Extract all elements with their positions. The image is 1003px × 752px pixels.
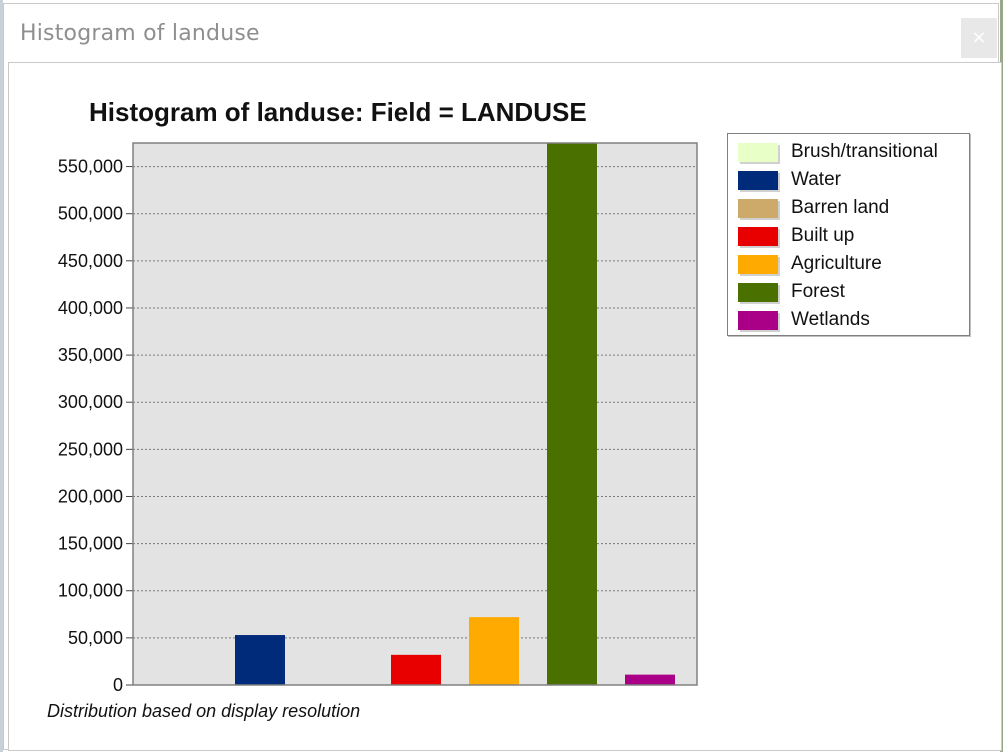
legend-item: Water	[738, 167, 966, 193]
legend-label: Agriculture	[791, 253, 882, 274]
legend-swatch	[738, 143, 778, 162]
legend-label: Barren land	[791, 197, 890, 218]
legend-swatch	[738, 255, 778, 274]
y-tick-label: 50,000	[68, 628, 123, 648]
window-title: Histogram of landuse	[20, 21, 260, 46]
footnote: Distribution based on display resolution	[47, 701, 361, 721]
y-tick-label: 400,000	[58, 298, 123, 318]
plot-background	[133, 143, 697, 685]
legend-item: Agriculture	[738, 251, 966, 277]
legend-item: Built up	[738, 223, 966, 249]
histogram-chart: 0 50,000 100,000 150,000 200,000 250,000 300,0…	[58, 142, 698, 695]
histogram-window: Histogram of landuse × Histogram of land…	[3, 3, 1002, 751]
legend-item: Barren land	[738, 195, 966, 221]
y-tick-label: 0	[113, 675, 123, 695]
legend-label: Wetlands	[791, 309, 870, 330]
legend-label: Forest	[791, 281, 845, 302]
legend-swatch	[738, 199, 778, 218]
y-tick-label: 300,000	[58, 392, 123, 412]
bar-built-up	[391, 654, 441, 685]
legend-swatch	[738, 171, 778, 190]
bar-forest	[547, 143, 597, 685]
y-tick-label: 100,000	[58, 581, 123, 601]
chart-area: Histogram of landuse: Field = LANDUSE 0 5…	[8, 62, 1002, 751]
y-tick-label: 150,000	[58, 534, 123, 554]
bar-agriculture	[469, 617, 519, 685]
y-tick-label: 550,000	[58, 157, 123, 177]
legend-label: Brush/transitional	[791, 141, 938, 162]
legend-swatch	[738, 283, 778, 302]
legend-item: Brush/transitional	[738, 139, 966, 165]
legend-item: Forest	[738, 279, 966, 305]
background-strip-left	[0, 0, 3, 752]
legend-swatch	[738, 311, 778, 330]
y-tick-label: 350,000	[58, 345, 123, 365]
legend-label: Built up	[791, 225, 855, 246]
legend: Brush/transitional Water Barren land Built …	[727, 133, 970, 336]
y-tick-label: 500,000	[58, 204, 123, 224]
bar-wetlands	[625, 674, 675, 685]
legend-label: Water	[791, 169, 841, 190]
legend-item: Wetlands	[738, 307, 966, 333]
title-bar[interactable]: Histogram of landuse ×	[4, 4, 998, 62]
y-tick-label: 200,000	[58, 486, 123, 506]
bar-water	[235, 635, 285, 685]
y-tick-label: 450,000	[58, 251, 123, 271]
legend-swatch	[738, 227, 778, 246]
y-tick-label: 250,000	[58, 439, 123, 459]
plot-frame	[132, 142, 698, 686]
chart-title: Histogram of landuse: Field = LANDUSE	[89, 97, 587, 127]
close-button[interactable]: ×	[961, 18, 997, 58]
